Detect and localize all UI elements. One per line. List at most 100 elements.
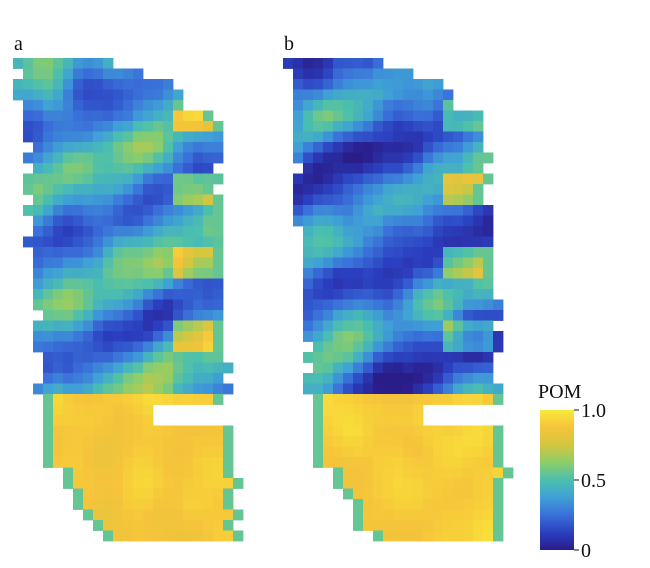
heatmap-cell <box>323 194 334 206</box>
heatmap-cell <box>433 247 444 258</box>
heatmap-cell <box>153 509 164 521</box>
heatmap-cell <box>183 268 194 279</box>
heatmap-cell <box>13 79 24 90</box>
heatmap-cell <box>63 152 74 164</box>
heatmap-cell <box>93 478 104 489</box>
heatmap-cell <box>63 373 74 384</box>
heatmap-cell <box>363 320 374 332</box>
heatmap-cell <box>323 152 334 164</box>
heatmap-cell <box>313 89 324 101</box>
heatmap-cell <box>443 520 454 531</box>
heatmap-cell <box>143 89 154 101</box>
heatmap-cell <box>423 530 434 542</box>
heatmap-cell <box>413 110 424 122</box>
heatmap-cell <box>393 488 404 500</box>
heatmap-cell <box>483 509 494 521</box>
heatmap-cell <box>103 100 114 111</box>
heatmap-cell <box>403 436 414 447</box>
heatmap-cell <box>133 383 144 395</box>
heatmap-cell <box>113 394 124 405</box>
heatmap-cell <box>443 268 454 279</box>
heatmap-cell <box>403 499 414 510</box>
heatmap-cell <box>113 530 124 542</box>
heatmap-cell <box>93 79 104 90</box>
heatmap-cell <box>173 289 184 300</box>
heatmap-cell <box>323 215 334 227</box>
heatmap-cell <box>163 79 174 90</box>
heatmap-cell <box>353 131 364 143</box>
heatmap-cell <box>383 194 394 206</box>
heatmap-cell <box>373 499 384 510</box>
heatmap-cell <box>383 373 394 384</box>
heatmap-cell <box>163 278 174 290</box>
heatmap-cell <box>383 278 394 290</box>
heatmap-cell <box>73 194 84 206</box>
heatmap-cell <box>93 194 104 206</box>
heatmap-cell <box>183 352 194 363</box>
heatmap-cell <box>393 446 404 458</box>
heatmap-cell <box>123 110 134 122</box>
heatmap-cell <box>403 383 414 395</box>
colorbar-tick-label: 1.0 <box>581 400 606 422</box>
heatmap-cell <box>493 310 504 321</box>
heatmap-panel-b <box>283 58 514 542</box>
heatmap-cell <box>473 362 484 374</box>
heatmap-cell <box>133 142 144 153</box>
heatmap-cell <box>233 509 244 521</box>
heatmap-cell <box>433 394 444 405</box>
heatmap-cell <box>73 79 84 90</box>
heatmap-cell <box>203 530 214 542</box>
heatmap-cell <box>123 530 134 542</box>
heatmap-cell <box>483 289 494 300</box>
heatmap-cell <box>433 236 444 248</box>
heatmap-cell <box>83 205 94 216</box>
heatmap-cell <box>23 121 34 132</box>
heatmap-cell <box>363 436 374 447</box>
heatmap-cell <box>443 299 454 311</box>
heatmap-cell <box>73 58 84 69</box>
heatmap-cell <box>113 373 124 384</box>
heatmap-cell <box>343 152 354 164</box>
heatmap-cell <box>383 457 394 468</box>
colorbar-title: POM <box>538 381 582 403</box>
heatmap-cell <box>73 68 84 80</box>
heatmap-cell <box>93 509 104 521</box>
heatmap-cell <box>183 215 194 227</box>
heatmap-cell <box>123 152 134 164</box>
heatmap-cell <box>453 226 464 237</box>
heatmap-cell <box>33 58 44 69</box>
heatmap-cell <box>193 478 204 489</box>
heatmap-cell <box>133 341 144 353</box>
heatmap-cell <box>183 194 194 206</box>
heatmap-cell <box>323 383 334 395</box>
heatmap-cell <box>423 478 434 489</box>
heatmap-cell <box>173 478 184 489</box>
heatmap-cell <box>473 247 484 258</box>
heatmap-cell <box>313 215 324 227</box>
heatmap-cell <box>463 383 474 395</box>
heatmap-cell <box>463 131 474 143</box>
heatmap-cell <box>213 331 224 342</box>
heatmap-cell <box>153 205 164 216</box>
heatmap-cell <box>493 499 504 510</box>
heatmap-cell <box>23 58 34 69</box>
heatmap-cell <box>443 457 454 468</box>
heatmap-cell <box>403 467 414 479</box>
heatmap-cell <box>423 520 434 531</box>
heatmap-cell <box>123 89 134 101</box>
heatmap-cell <box>153 362 164 374</box>
heatmap-cell <box>383 247 394 258</box>
heatmap-cell <box>193 205 204 216</box>
heatmap-cell <box>473 320 484 332</box>
heatmap-cell <box>463 488 474 500</box>
heatmap-cell <box>473 352 484 363</box>
heatmap-cell <box>323 415 334 426</box>
heatmap-cell <box>333 89 344 101</box>
heatmap-cell <box>203 373 214 384</box>
heatmap-cell <box>93 310 104 321</box>
heatmap-cell <box>103 488 114 500</box>
heatmap-cell <box>463 320 474 332</box>
heatmap-cell <box>83 68 94 80</box>
heatmap-cell <box>403 415 414 426</box>
heatmap-cell <box>43 299 54 311</box>
